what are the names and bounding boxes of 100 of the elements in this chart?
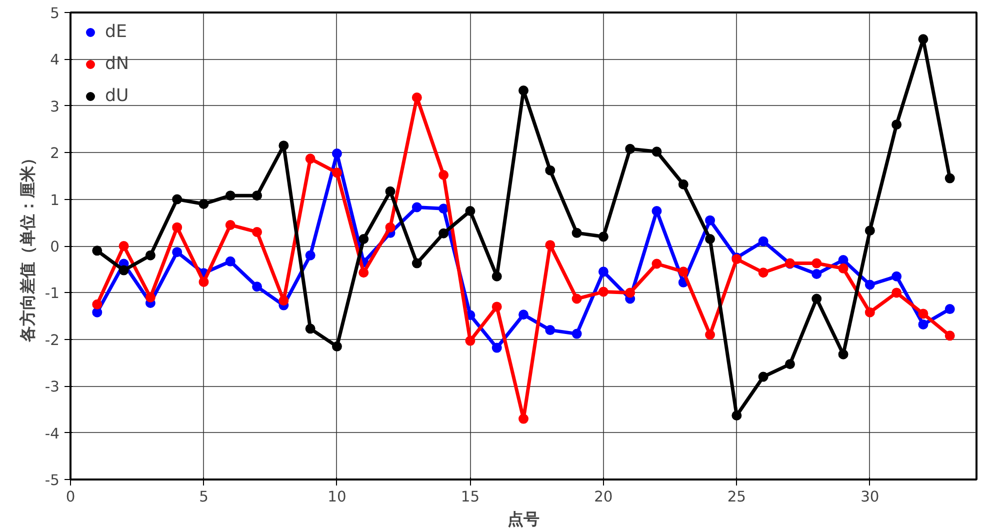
point xyxy=(625,144,636,154)
point xyxy=(412,202,422,212)
x-tick-label: 15 xyxy=(460,488,480,506)
point xyxy=(598,286,608,297)
point xyxy=(332,148,342,159)
point xyxy=(305,250,316,260)
x-tick-label: 25 xyxy=(727,488,746,506)
point xyxy=(918,319,928,330)
legend-label: dE xyxy=(105,22,127,42)
y-tick-label: 4 xyxy=(50,52,60,69)
point xyxy=(918,308,928,319)
point xyxy=(572,228,582,238)
point xyxy=(438,204,449,214)
y-tick-label: -5 xyxy=(44,472,60,489)
point xyxy=(358,268,369,278)
point xyxy=(838,263,848,274)
y-axis-title: 各方向差值（单位：厘米） xyxy=(18,150,37,343)
point xyxy=(892,271,902,282)
point xyxy=(864,226,875,236)
point xyxy=(225,256,236,266)
point xyxy=(545,240,556,250)
point xyxy=(518,86,528,96)
point xyxy=(305,324,316,334)
point xyxy=(892,288,902,298)
point xyxy=(225,190,236,201)
point xyxy=(864,307,875,318)
point xyxy=(358,234,369,244)
point xyxy=(172,222,182,232)
point xyxy=(278,296,289,306)
point xyxy=(652,206,662,216)
x-tick-label: 20 xyxy=(594,488,613,506)
point xyxy=(492,302,502,312)
y-tick-label: -1 xyxy=(44,285,60,302)
y-tick-label: -2 xyxy=(44,332,60,349)
point xyxy=(518,310,528,320)
point xyxy=(172,194,182,204)
point xyxy=(145,250,156,260)
point xyxy=(492,271,502,282)
point xyxy=(278,140,289,151)
point xyxy=(572,294,582,304)
point xyxy=(732,410,742,421)
point xyxy=(838,349,848,360)
point xyxy=(332,341,342,352)
point xyxy=(118,265,129,276)
point xyxy=(252,190,262,201)
point xyxy=(118,241,129,251)
point xyxy=(172,247,182,258)
point xyxy=(385,222,396,232)
point xyxy=(92,299,102,310)
point xyxy=(678,179,688,190)
y-tick-label: 1 xyxy=(50,192,60,209)
point xyxy=(812,294,822,304)
legend-label: dN xyxy=(105,54,129,74)
point xyxy=(198,198,209,209)
point xyxy=(412,92,422,102)
y-tick-label: 0 xyxy=(50,238,60,256)
point xyxy=(252,227,262,237)
y-tick-label: -4 xyxy=(44,425,60,442)
point xyxy=(678,266,688,277)
point xyxy=(918,34,928,44)
point xyxy=(758,372,768,382)
point xyxy=(465,206,476,216)
point xyxy=(812,269,822,280)
point xyxy=(145,292,156,302)
point xyxy=(652,258,662,269)
point xyxy=(545,165,556,176)
point xyxy=(598,266,608,277)
point xyxy=(864,280,875,290)
point xyxy=(758,236,768,246)
point xyxy=(225,220,236,230)
point xyxy=(198,276,209,287)
x-tick-label: 10 xyxy=(328,488,346,506)
point xyxy=(838,255,848,265)
y-tick-label: 3 xyxy=(50,98,60,116)
point xyxy=(252,282,262,292)
point xyxy=(625,288,636,298)
point xyxy=(598,232,608,242)
point xyxy=(812,258,822,268)
y-tick-label: 5 xyxy=(50,5,60,22)
point xyxy=(412,258,422,268)
point xyxy=(385,186,396,196)
point xyxy=(438,228,449,238)
point xyxy=(944,173,955,184)
x-tick-label: 30 xyxy=(860,488,880,506)
point xyxy=(705,215,716,226)
point xyxy=(944,304,955,314)
point xyxy=(332,168,342,178)
point xyxy=(572,328,582,339)
legend-label: dU xyxy=(105,86,129,106)
point xyxy=(492,342,502,353)
x-tick-label: 0 xyxy=(66,488,76,506)
point xyxy=(545,325,556,336)
point xyxy=(944,330,955,341)
point xyxy=(784,359,795,370)
point xyxy=(305,154,316,164)
point xyxy=(438,170,449,180)
point xyxy=(652,146,662,157)
point xyxy=(465,336,476,346)
point xyxy=(518,414,528,424)
point xyxy=(705,234,716,244)
